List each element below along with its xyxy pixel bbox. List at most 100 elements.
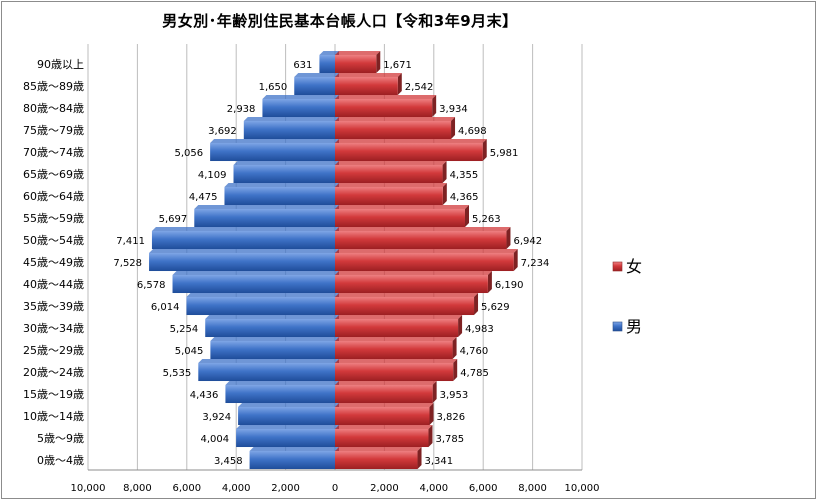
- bar-female-side: [442, 160, 447, 184]
- bar-female-side: [442, 182, 447, 206]
- data-label-female: 4,365: [450, 192, 479, 203]
- bar-male: [198, 358, 339, 382]
- bar-female-top: [335, 358, 458, 363]
- data-label-female: 4,355: [450, 170, 479, 181]
- x-tick-label: 8,000: [518, 483, 547, 494]
- bar-male: [194, 204, 339, 228]
- bar-male: [225, 380, 339, 404]
- bar-female-side: [428, 424, 433, 448]
- bar-female-side: [451, 116, 456, 140]
- data-label-male: 631: [293, 60, 312, 71]
- bar-female-front: [335, 98, 433, 118]
- data-label-female: 3,341: [425, 456, 454, 467]
- bar-female: [335, 226, 511, 250]
- bar-female-front: [335, 274, 488, 294]
- data-label-female: 3,826: [437, 412, 466, 423]
- category-label: 70歳～74歳: [23, 146, 84, 159]
- category-label: 25歳～29歳: [23, 344, 84, 357]
- bar-female-side: [474, 292, 479, 316]
- data-label-female: 4,698: [458, 126, 487, 137]
- bar-female-top: [335, 160, 447, 165]
- bar-female: [335, 402, 434, 426]
- x-tick-label: 6,000: [469, 483, 498, 494]
- bar-female: [335, 446, 422, 470]
- data-label-female: 7,234: [521, 258, 550, 269]
- bar-male: [186, 292, 339, 316]
- bar-female-front: [335, 340, 453, 360]
- bar-female-top: [335, 424, 433, 429]
- bar-female-top: [335, 182, 447, 187]
- bar-male-front: [198, 362, 335, 382]
- bar-male-top: [294, 72, 339, 77]
- bar-female-top: [335, 336, 457, 341]
- bar-female-side: [432, 380, 437, 404]
- bar-female-front: [335, 384, 433, 404]
- data-label-male: 5,535: [163, 368, 192, 379]
- legend: 女男: [612, 257, 642, 336]
- bar-male-front: [319, 54, 335, 74]
- bar-female: [335, 292, 479, 316]
- bar-female-top: [335, 402, 434, 407]
- bar-female-top: [335, 248, 518, 253]
- data-label-female: 4,785: [460, 368, 489, 379]
- legend-label: 女: [626, 257, 642, 276]
- category-label: 5歳～9歳: [37, 432, 84, 445]
- bar-male-top: [186, 292, 339, 297]
- data-label-female: 3,953: [440, 390, 469, 401]
- data-label-male: 3,924: [202, 412, 231, 423]
- data-label-female: 6,942: [513, 236, 542, 247]
- x-tick-label: 0: [332, 483, 338, 494]
- bar-male-top: [319, 50, 339, 55]
- data-label-male: 6,014: [151, 302, 180, 313]
- bar-female-side: [513, 248, 518, 272]
- bar-female: [335, 358, 458, 382]
- category-label: 60歳～64歳: [23, 190, 84, 203]
- bar-male-top: [151, 226, 339, 231]
- bar-female: [335, 424, 433, 448]
- bar-female-front: [335, 450, 418, 470]
- bar-female: [335, 160, 447, 184]
- bar-female-side: [458, 314, 463, 338]
- bar-male-front: [238, 406, 335, 426]
- data-label-female: 4,983: [465, 324, 494, 335]
- bar-male-front: [186, 296, 335, 316]
- bar-male-top: [172, 270, 339, 275]
- bar-female-top: [335, 138, 487, 143]
- bar-male-front: [294, 76, 335, 96]
- bar-male: [205, 314, 339, 338]
- data-label-female: 1,671: [383, 60, 412, 71]
- x-tick-label: 6,000: [172, 483, 201, 494]
- data-label-female: 3,934: [439, 104, 468, 115]
- bar-female-top: [335, 446, 422, 451]
- category-label: 75歳～79歳: [23, 124, 84, 137]
- bar-male-top: [243, 116, 339, 121]
- data-label-male: 2,938: [227, 104, 256, 115]
- data-label-male: 5,045: [175, 346, 204, 357]
- bar-female-front: [335, 428, 429, 448]
- bar-male-front: [243, 120, 335, 140]
- bar-female-front: [335, 120, 452, 140]
- category-label: 40歳～44歳: [23, 278, 84, 291]
- data-label-female: 5,629: [481, 302, 510, 313]
- bar-female-front: [335, 186, 443, 206]
- bar-female-top: [335, 50, 381, 55]
- bar-female-front: [335, 318, 459, 338]
- bar-male-front: [236, 428, 335, 448]
- category-label: 35歳～39歳: [23, 300, 84, 313]
- bar-male: [210, 336, 339, 360]
- bar-male-front: [149, 252, 335, 272]
- category-label: 0歳～4歳: [37, 454, 84, 467]
- data-label-female: 3,785: [435, 434, 464, 445]
- bar-female-front: [335, 208, 465, 228]
- data-label-female: 2,542: [405, 82, 434, 93]
- bar-male-top: [194, 204, 339, 209]
- data-label-male: 4,475: [189, 192, 218, 203]
- bar-male-front: [194, 208, 335, 228]
- bar-female-side: [464, 204, 469, 228]
- bar-male-top: [205, 314, 339, 319]
- category-label: 30歳～34歳: [23, 322, 84, 335]
- bar-female-side: [432, 94, 437, 118]
- data-label-male: 6,578: [137, 280, 166, 291]
- bar-male: [233, 160, 339, 184]
- bar-female-front: [335, 252, 514, 272]
